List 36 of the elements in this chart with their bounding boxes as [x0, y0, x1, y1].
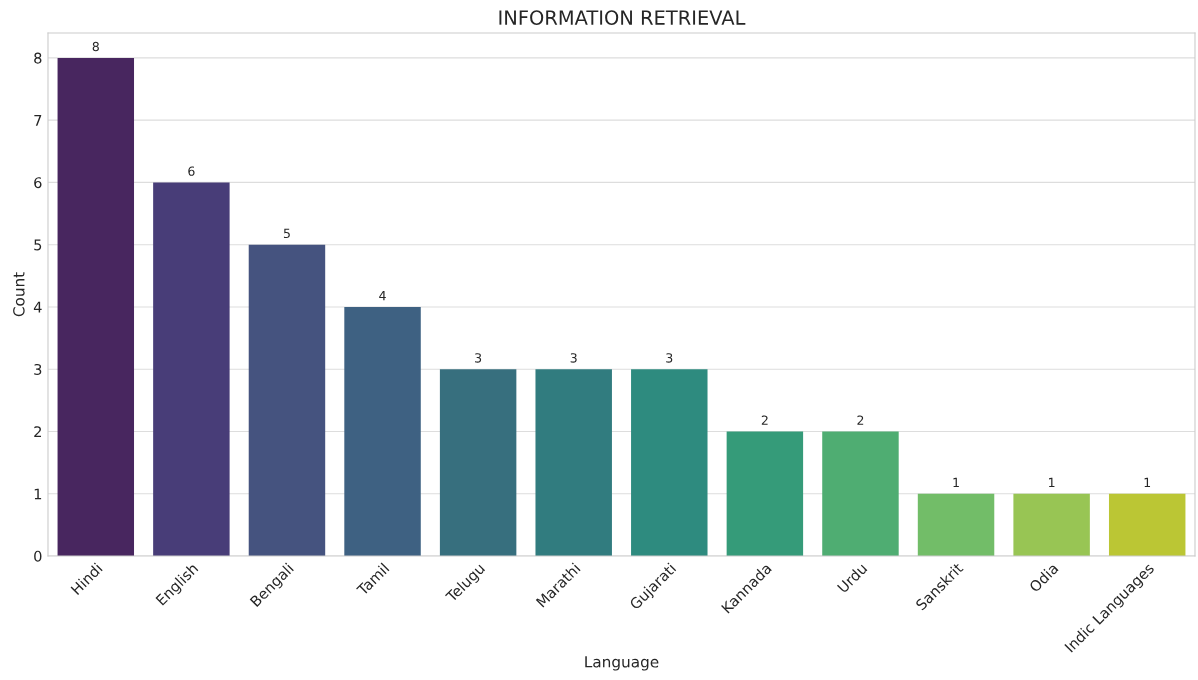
- bar: [631, 369, 708, 556]
- data-label: 3: [475, 353, 482, 363]
- data-label: 2: [857, 415, 864, 425]
- bar: [917, 493, 995, 556]
- data-label: 8: [92, 41, 99, 52]
- bar: [57, 57, 135, 556]
- y-tick-label: 0: [34, 550, 42, 562]
- y-tick-label: 1: [34, 488, 42, 500]
- bar: [248, 244, 326, 556]
- data-label: 1: [953, 477, 959, 487]
- data-label: 6: [188, 166, 195, 176]
- data-label: 2: [761, 415, 768, 425]
- y-tick-label: 6: [34, 177, 42, 189]
- data-label: 5: [283, 228, 290, 239]
- bar: [822, 431, 899, 556]
- y-tick-label: 2: [34, 426, 41, 438]
- y-tick-label: 5: [34, 239, 42, 251]
- y-tick-label: 4: [33, 301, 42, 313]
- bar: [1108, 493, 1186, 556]
- bar: [726, 431, 804, 556]
- data-label: 1: [1144, 477, 1151, 487]
- y-tick-label: 3: [34, 363, 42, 375]
- data-label: 3: [666, 353, 673, 363]
- y-tick-label: 7: [34, 115, 42, 126]
- y-tick-label: 8: [34, 52, 42, 64]
- bar: [153, 182, 230, 556]
- bar: [1013, 493, 1090, 556]
- bar: [344, 306, 421, 556]
- chart-title: INFORMATION RETRIEVAL: [499, 10, 746, 25]
- data-label: 3: [570, 353, 577, 363]
- data-label: 4: [379, 291, 386, 301]
- data-label: 1: [1049, 477, 1055, 487]
- bar: [535, 369, 612, 556]
- bar: [439, 369, 517, 556]
- x-axis-title: Language: [585, 656, 659, 671]
- y-axis-title: Count: [13, 272, 25, 317]
